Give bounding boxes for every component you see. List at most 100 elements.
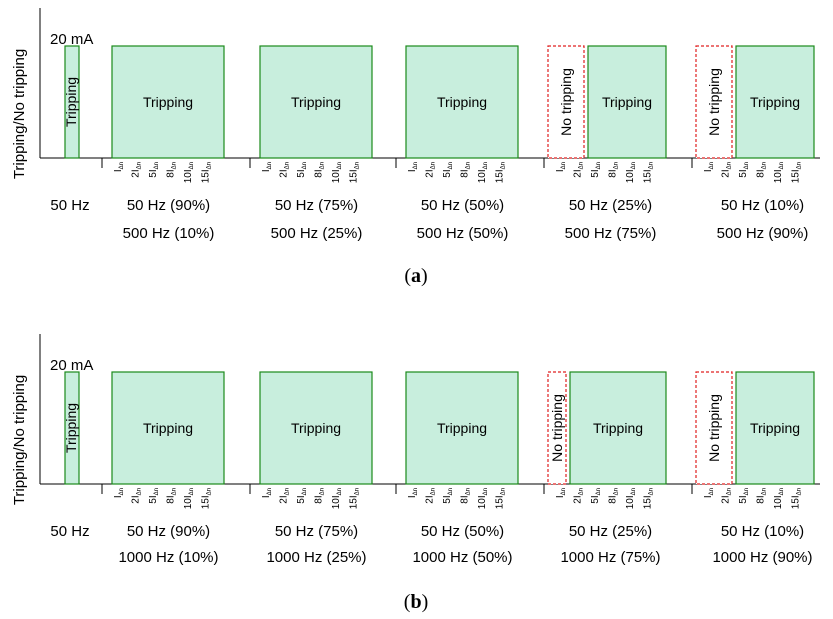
tick-label: IΔn: [703, 488, 715, 498]
tripping-bar: [111, 371, 225, 485]
tripping-label: Tripping: [437, 94, 487, 110]
group-5: No tripping Tripping IΔn 2IΔn 5IΔn 8IΔn 10IΔn 1…: [691, 371, 815, 566]
tick-label: 2IΔn: [279, 488, 291, 504]
tripping-bar: [405, 45, 519, 159]
group-line1-label: 50 Hz (10%): [721, 523, 804, 540]
group-line1-label: 50 Hz (25%): [569, 197, 652, 214]
group-line2-label: 500 Hz (10%): [123, 225, 215, 242]
tick-label: 5IΔn: [148, 488, 160, 504]
tripping-bar: [735, 45, 815, 159]
y-axis-label: Tripping/No tripping: [11, 49, 28, 179]
tick-label: 2IΔn: [721, 488, 733, 504]
y-axis-label: Tripping/No tripping: [11, 375, 28, 505]
tick-label: 8IΔn: [460, 488, 472, 504]
panel-label: (b): [404, 591, 428, 613]
group-line2-label: 500 Hz (75%): [565, 225, 657, 242]
tick-label: IΔn: [113, 162, 125, 172]
tick-label: 2IΔn: [131, 162, 143, 178]
tick-label: 8IΔn: [608, 162, 620, 178]
no-tripping-bar: [547, 371, 567, 485]
no-tripping-bar: [547, 45, 585, 159]
group-line1-label: 50 Hz (50%): [421, 197, 504, 214]
chart-panel-a: Tripping/No tripping 20 mA Tripping 50 Hz Tr…: [11, 8, 820, 287]
group-1: Tripping IΔn 2IΔn 5IΔn 8IΔn 10IΔn 15IΔn 50 Hz (…: [101, 45, 225, 242]
tripping-bar: [405, 371, 519, 485]
tick-label: 15IΔn: [791, 162, 803, 183]
group-line2-label: 1000 Hz (25%): [266, 549, 366, 566]
group-line1-label: 50 Hz (75%): [275, 523, 358, 540]
tick-label: 5IΔn: [148, 162, 160, 178]
group-3: Tripping IΔn 2IΔn 5IΔn 8IΔn 10IΔn 15IΔn 50 Hz (…: [395, 371, 519, 566]
group-line2-label: 500 Hz (90%): [717, 225, 809, 242]
reference-tripping-bar: [64, 371, 80, 485]
reference-category-label: 50 Hz: [50, 197, 89, 214]
tick-label: 2IΔn: [573, 488, 585, 504]
tripping-bar: [259, 371, 373, 485]
tick-label: 5IΔn: [590, 488, 602, 504]
tick-label: 2IΔn: [279, 162, 291, 178]
tripping-label: Tripping: [437, 420, 487, 436]
group-line1-label: 50 Hz (10%): [721, 197, 804, 214]
tick-label: 5IΔn: [590, 162, 602, 178]
group-line1-label: 50 Hz (25%): [569, 523, 652, 540]
tick-label: IΔn: [261, 488, 273, 498]
tick-label: 5IΔn: [738, 162, 750, 178]
tick-label: IΔn: [407, 488, 419, 498]
tick-label: 8IΔn: [314, 162, 326, 178]
tick-label: 10IΔn: [773, 488, 785, 509]
tick-label: 15IΔn: [791, 488, 803, 509]
level-label: 20 mA: [50, 357, 93, 374]
group-line2-label: 500 Hz (25%): [271, 225, 363, 242]
group-line2-label: 1000 Hz (10%): [118, 549, 218, 566]
tick-label: 2IΔn: [573, 162, 585, 178]
no-tripping-label: No tripping: [558, 68, 574, 136]
reference-category-label: 50 Hz: [50, 523, 89, 540]
tick-label: IΔn: [407, 162, 419, 172]
group-line2-label: 1000 Hz (75%): [560, 549, 660, 566]
group-line2-label: 500 Hz (50%): [417, 225, 509, 242]
group-line1-label: 50 Hz (90%): [127, 523, 210, 540]
tick-label: 15IΔn: [495, 162, 507, 183]
tick-label: 15IΔn: [201, 162, 213, 183]
tick-label: 10IΔn: [183, 488, 195, 509]
level-label: 20 mA: [50, 31, 93, 48]
tick-label: 5IΔn: [442, 488, 454, 504]
no-tripping-label: No tripping: [706, 68, 722, 136]
tick-label: 5IΔn: [296, 488, 308, 504]
group-line1-label: 50 Hz (50%): [421, 523, 504, 540]
tick-label: 2IΔn: [425, 488, 437, 504]
group-1: Tripping IΔn 2IΔn 5IΔn 8IΔn 10IΔn 15IΔn 50 Hz (…: [101, 371, 225, 566]
no-tripping-label: No tripping: [706, 394, 722, 462]
tripping-label: Tripping: [291, 420, 341, 436]
tick-label: 15IΔn: [643, 162, 655, 183]
chart-panel-b: Tripping/No tripping 20 mA Tripping 50 Hz Tr…: [11, 334, 820, 613]
tick-label: IΔn: [113, 488, 125, 498]
reference-bar-label: Tripping: [63, 403, 79, 453]
tick-label: 2IΔn: [425, 162, 437, 178]
tick-label: 15IΔn: [643, 488, 655, 509]
tick-label: 10IΔn: [331, 162, 343, 183]
group-2: Tripping IΔn 2IΔn 5IΔn 8IΔn 10IΔn 15IΔn 50 Hz (…: [249, 45, 373, 242]
no-tripping-bar: [695, 45, 733, 159]
no-tripping-bar: [695, 371, 733, 485]
tick-label: 8IΔn: [756, 162, 768, 178]
tripping-label: Tripping: [143, 94, 193, 110]
tick-label: 5IΔn: [738, 488, 750, 504]
tick-label: 10IΔn: [477, 162, 489, 183]
tick-label: 5IΔn: [442, 162, 454, 178]
tripping-label: Tripping: [291, 94, 341, 110]
tripping-bar: [735, 371, 815, 485]
group-4: No tripping Tripping IΔn 2IΔn 5IΔn 8IΔn 10IΔn 1…: [543, 371, 667, 566]
tripping-label: Tripping: [750, 420, 800, 436]
group-line1-label: 50 Hz (75%): [275, 197, 358, 214]
tick-label: 2IΔn: [721, 162, 733, 178]
tick-label: 15IΔn: [349, 488, 361, 509]
tripping-bar: [259, 45, 373, 159]
tick-label: 8IΔn: [314, 488, 326, 504]
panel-label: (a): [404, 265, 427, 287]
tick-label: 10IΔn: [331, 488, 343, 509]
tripping-bar: [569, 371, 667, 485]
tick-label: 8IΔn: [460, 162, 472, 178]
tick-label: 10IΔn: [183, 162, 195, 183]
